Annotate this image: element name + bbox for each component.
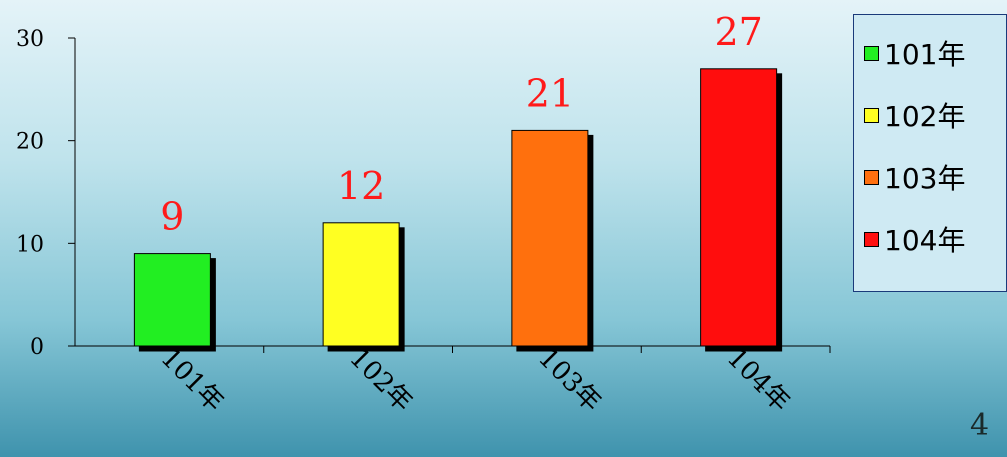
- legend-label-101: 101年: [884, 38, 966, 71]
- legend-swatch-102: [864, 107, 879, 123]
- legend-label-102: 102年: [884, 100, 966, 133]
- legend-swatch-101: [864, 45, 879, 61]
- legend-swatch-104: [864, 231, 879, 247]
- legend-item-101: 101年: [864, 33, 965, 73]
- bar: [322, 222, 400, 347]
- data-label: 9: [160, 195, 184, 239]
- x-tick-label: 103年: [532, 343, 607, 418]
- legend-label-103: 103年: [884, 162, 966, 195]
- legend-swatch-103: [864, 169, 879, 185]
- legend-item-104: 104年: [864, 219, 965, 259]
- bar: [133, 253, 211, 347]
- page-number: 4: [970, 408, 990, 443]
- bar: [511, 129, 589, 347]
- data-label: 27: [714, 10, 762, 54]
- y-tick-label: 30: [16, 27, 44, 52]
- legend-label-104: 104年: [884, 224, 966, 257]
- y-tick-label: 0: [30, 335, 44, 360]
- bar: [700, 68, 778, 347]
- data-label: 12: [337, 164, 385, 208]
- data-labels: 9 101年 12 102年 21 103年 27 104年: [155, 10, 796, 418]
- data-label: 21: [526, 71, 574, 115]
- y-tick-label: 10: [16, 232, 44, 257]
- legend: 101年 102年 103年 104年: [853, 14, 1007, 292]
- y-tick-label: 20: [16, 130, 44, 155]
- legend-item-102: 102年: [864, 95, 965, 135]
- x-tick-label: 101年: [155, 343, 230, 418]
- x-tick-label: 102年: [343, 343, 418, 418]
- legend-item-103: 103年: [864, 157, 965, 197]
- bars: [133, 68, 778, 347]
- x-tick-label: 104年: [721, 343, 796, 418]
